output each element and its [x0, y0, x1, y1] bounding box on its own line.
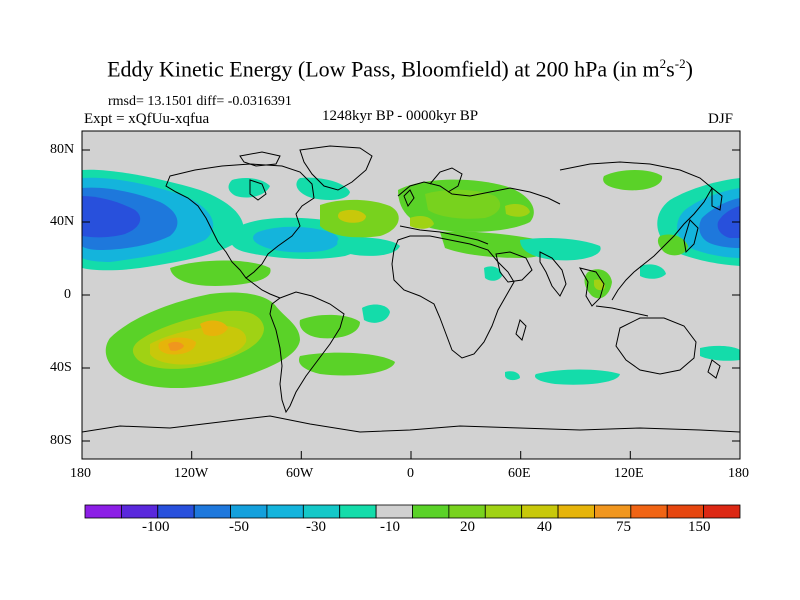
coast-se-asia: [578, 267, 605, 307]
y-tick-0: 0: [64, 287, 71, 302]
axis-ticks: [81, 149, 741, 459]
coast-australia: [615, 317, 697, 375]
colorbar-swatch: [266, 504, 304, 519]
experiment-label: Expt = xQfUu-xqfua: [84, 111, 210, 127]
colorbar-swatch: [521, 504, 559, 519]
coast-india: [539, 251, 567, 297]
period-label: 1248kyr BP - 0000kyr BP: [322, 108, 479, 124]
coast-mediterranean: [399, 225, 489, 245]
contour-arabia-cyan: [484, 266, 502, 281]
coast-asia-north: [559, 161, 713, 189]
colorbar-swatch: [157, 504, 195, 519]
coast-britain: [403, 189, 415, 208]
coast-madagascar: [515, 319, 527, 341]
colorbar-swatch: [630, 504, 668, 519]
contour-greenland: [296, 177, 350, 200]
colorbar-swatch: [193, 504, 231, 519]
colorbar-swatch: [375, 504, 413, 519]
x-tick-0: 0: [407, 466, 414, 481]
x-tick-120w: 120W: [174, 466, 209, 481]
colorbar-swatch: [448, 504, 486, 519]
contour-atlantic-cyan: [337, 237, 400, 256]
colorbar-swatch: [594, 504, 632, 519]
stats-label: rmsd= 13.1501 diff= -0.0316391: [108, 94, 292, 109]
coast-japan: [683, 219, 699, 254]
x-tick-60w: 60W: [286, 466, 314, 481]
contour-europe-inner: [425, 189, 501, 219]
colorbar-swatch: [302, 504, 341, 519]
coast-asia-east: [611, 187, 713, 301]
x-tick-180-left: 180: [70, 466, 91, 481]
coast-north-america: [165, 163, 315, 279]
colorbar-swatch: [703, 504, 741, 519]
x-tick-60e: 60E: [508, 466, 531, 481]
x-tick-180-right: 180: [728, 466, 749, 481]
contour-satlantic-cyan: [362, 304, 390, 323]
y-tick-40s: 40S: [50, 360, 72, 375]
y-tick-80s: 80S: [50, 433, 72, 448]
colorbar-label-3: -30: [306, 519, 326, 535]
contour-satlantic-green: [299, 314, 360, 339]
colorbar-label-1: -100: [142, 519, 170, 535]
colorbar-swatch: [412, 504, 450, 519]
colorbar: [84, 504, 741, 519]
colorbar-label-4: -10: [380, 519, 400, 535]
coast-kamchatka: [711, 186, 723, 211]
coast-indonesia: [595, 305, 649, 317]
coast-africa: [391, 235, 515, 359]
contour-npacific-left-core: [82, 196, 141, 238]
contour-southern-ocean-cyan-c: [700, 345, 740, 361]
coast-arabia: [495, 251, 533, 283]
contour-europe-yellow-b: [410, 216, 434, 229]
contour-spacific-yellow: [150, 325, 247, 365]
contour-wpacific-cyan: [640, 264, 666, 279]
contour-field: [82, 169, 740, 389]
contour-satlantic-green-low: [298, 352, 395, 376]
colorbar-label-2: -50: [229, 519, 249, 535]
contour-pacific-tropical-green: [170, 260, 271, 286]
y-tick-40n: 40N: [50, 214, 75, 229]
coast-hudson: [249, 179, 267, 201]
contour-npacific-right-core: [717, 206, 740, 238]
colorbar-label-8: 150: [688, 519, 711, 535]
colorbar-swatch: [84, 504, 122, 519]
coastlines: [82, 145, 740, 433]
coast-central-america: [245, 277, 281, 299]
y-tick-80n: 80N: [50, 142, 75, 157]
contour-arctic-russia: [603, 170, 663, 191]
colorbar-label-5: 20: [460, 519, 475, 535]
contour-spacific-red: [168, 341, 184, 351]
colorbar-swatch: [557, 504, 595, 519]
contour-america-blue-inner: [253, 226, 339, 253]
colorbar-swatch: [484, 504, 523, 519]
contour-spacific-orange-b: [200, 320, 228, 336]
colorbar-label-7: 75: [616, 519, 631, 535]
colorbar-swatch: [230, 504, 268, 519]
x-tick-120e: 120E: [614, 466, 644, 481]
contour-atlantic-yellow: [338, 209, 366, 223]
coast-europe: [397, 181, 561, 205]
colorbar-label-6: 40: [537, 519, 552, 535]
coast-antarctica: [82, 415, 740, 433]
coast-scandinavia: [429, 167, 463, 193]
contour-japan-green: [657, 234, 688, 256]
coast-greenland: [299, 145, 373, 191]
contour-southern-ocean-cyan-b: [505, 371, 520, 381]
colorbar-swatch: [666, 504, 705, 519]
coast-new-zealand: [707, 359, 721, 379]
coast-arctic-islands: [239, 151, 281, 167]
colorbar-swatch: [339, 504, 377, 519]
coast-south-america: [269, 291, 345, 414]
map-title: Eddy Kinetic Energy (Low Pass, Bloomfiel…: [107, 56, 693, 82]
contour-southern-ocean-cyan-a: [534, 369, 620, 385]
colorbar-swatch: [120, 504, 159, 519]
contour-europe-yellow-a: [505, 204, 530, 217]
season-label: DJF: [708, 111, 734, 127]
